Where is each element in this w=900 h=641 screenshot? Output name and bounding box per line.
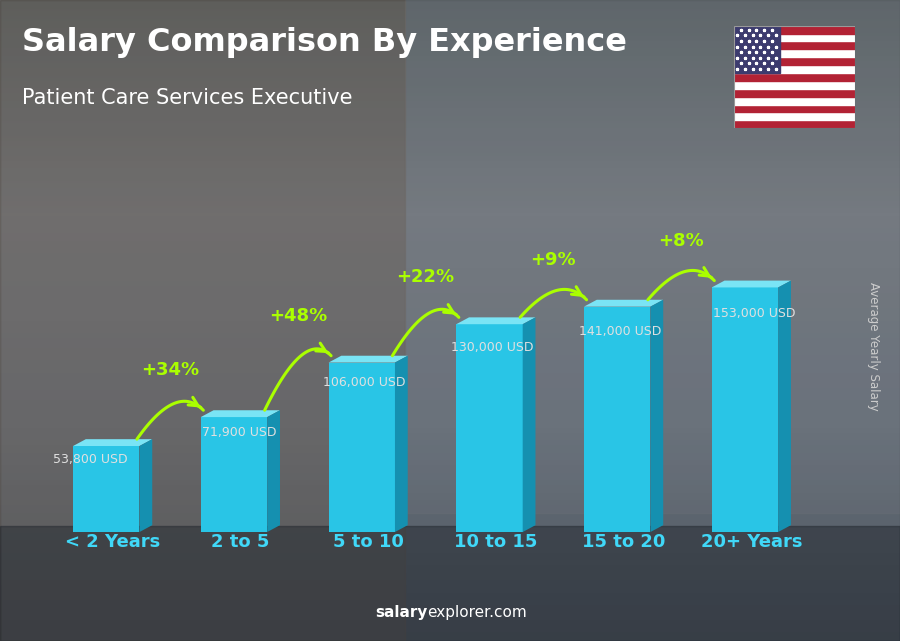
Bar <box>734 112 855 121</box>
Text: 53,800 USD: 53,800 USD <box>52 453 127 466</box>
Text: +22%: +22% <box>397 269 454 287</box>
Bar <box>328 363 395 532</box>
Bar <box>734 33 855 42</box>
Text: +8%: +8% <box>658 231 704 249</box>
Polygon shape <box>584 300 663 306</box>
Bar <box>0 526 900 641</box>
Text: 71,900 USD: 71,900 USD <box>202 426 276 439</box>
Text: 5 to 10: 5 to 10 <box>333 533 403 551</box>
Text: Patient Care Services Executive: Patient Care Services Executive <box>22 88 353 108</box>
Text: salary: salary <box>375 606 428 620</box>
Bar <box>734 26 855 33</box>
Bar <box>734 42 855 49</box>
Polygon shape <box>778 281 791 532</box>
Bar <box>734 73 855 81</box>
Text: +48%: +48% <box>269 306 327 324</box>
Polygon shape <box>328 356 408 363</box>
Bar <box>734 49 855 57</box>
Polygon shape <box>395 356 408 532</box>
Text: 20+ Years: 20+ Years <box>700 533 802 551</box>
Text: 130,000 USD: 130,000 USD <box>451 341 534 354</box>
Bar <box>734 81 855 88</box>
Text: 141,000 USD: 141,000 USD <box>579 324 662 338</box>
Text: < 2 Years: < 2 Years <box>65 533 160 551</box>
Bar <box>734 97 855 104</box>
Bar <box>0 0 405 641</box>
Bar <box>734 88 855 97</box>
Text: 10 to 15: 10 to 15 <box>454 533 537 551</box>
Bar <box>73 446 140 532</box>
Bar <box>734 121 855 128</box>
Text: 106,000 USD: 106,000 USD <box>323 376 406 389</box>
Text: Salary Comparison By Experience: Salary Comparison By Experience <box>22 26 627 58</box>
Bar <box>734 65 855 73</box>
Polygon shape <box>140 439 152 532</box>
Bar <box>734 104 855 112</box>
Text: 2 to 5: 2 to 5 <box>212 533 270 551</box>
Text: +34%: +34% <box>141 361 199 379</box>
Text: explorer.com: explorer.com <box>428 606 527 620</box>
Polygon shape <box>456 317 536 324</box>
Bar <box>456 324 523 532</box>
Text: 153,000 USD: 153,000 USD <box>713 307 796 320</box>
Bar <box>201 417 267 532</box>
Bar <box>584 306 651 532</box>
Polygon shape <box>712 281 791 287</box>
Bar <box>734 26 779 73</box>
Polygon shape <box>73 439 152 446</box>
Text: +9%: +9% <box>530 251 576 269</box>
Bar <box>405 0 900 513</box>
Polygon shape <box>267 410 280 532</box>
Polygon shape <box>523 317 536 532</box>
Bar <box>712 287 778 532</box>
Text: 15 to 20: 15 to 20 <box>582 533 665 551</box>
Polygon shape <box>651 300 663 532</box>
Bar <box>734 57 855 65</box>
Text: Average Yearly Salary: Average Yearly Salary <box>868 282 880 410</box>
Polygon shape <box>201 410 280 417</box>
